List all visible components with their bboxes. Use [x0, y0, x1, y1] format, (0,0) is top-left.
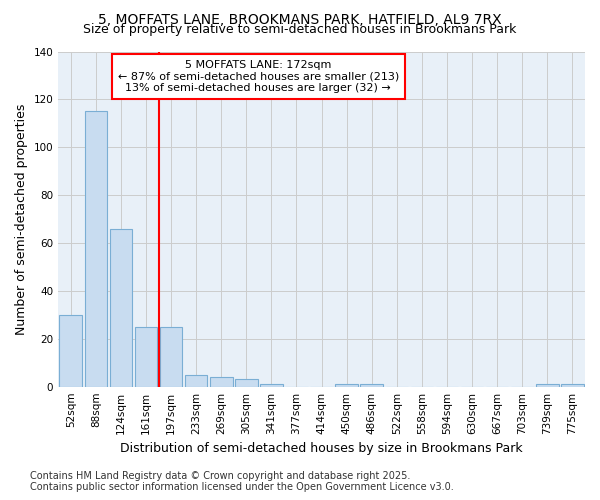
Bar: [260, 384, 283, 386]
Bar: [134, 327, 157, 386]
Bar: [185, 374, 208, 386]
Bar: [210, 377, 233, 386]
Bar: [160, 327, 182, 386]
Bar: [59, 315, 82, 386]
Bar: [235, 380, 257, 386]
Bar: [335, 384, 358, 386]
Text: Contains HM Land Registry data © Crown copyright and database right 2025.
Contai: Contains HM Land Registry data © Crown c…: [30, 471, 454, 492]
Text: 5 MOFFATS LANE: 172sqm
← 87% of semi-detached houses are smaller (213)
13% of se: 5 MOFFATS LANE: 172sqm ← 87% of semi-det…: [118, 60, 399, 93]
Y-axis label: Number of semi-detached properties: Number of semi-detached properties: [15, 104, 28, 335]
Bar: [361, 384, 383, 386]
X-axis label: Distribution of semi-detached houses by size in Brookmans Park: Distribution of semi-detached houses by …: [120, 442, 523, 455]
Bar: [561, 384, 584, 386]
Text: Size of property relative to semi-detached houses in Brookmans Park: Size of property relative to semi-detach…: [83, 22, 517, 36]
Bar: [536, 384, 559, 386]
Bar: [110, 228, 132, 386]
Text: 5, MOFFATS LANE, BROOKMANS PARK, HATFIELD, AL9 7RX: 5, MOFFATS LANE, BROOKMANS PARK, HATFIEL…: [98, 12, 502, 26]
Bar: [85, 112, 107, 386]
